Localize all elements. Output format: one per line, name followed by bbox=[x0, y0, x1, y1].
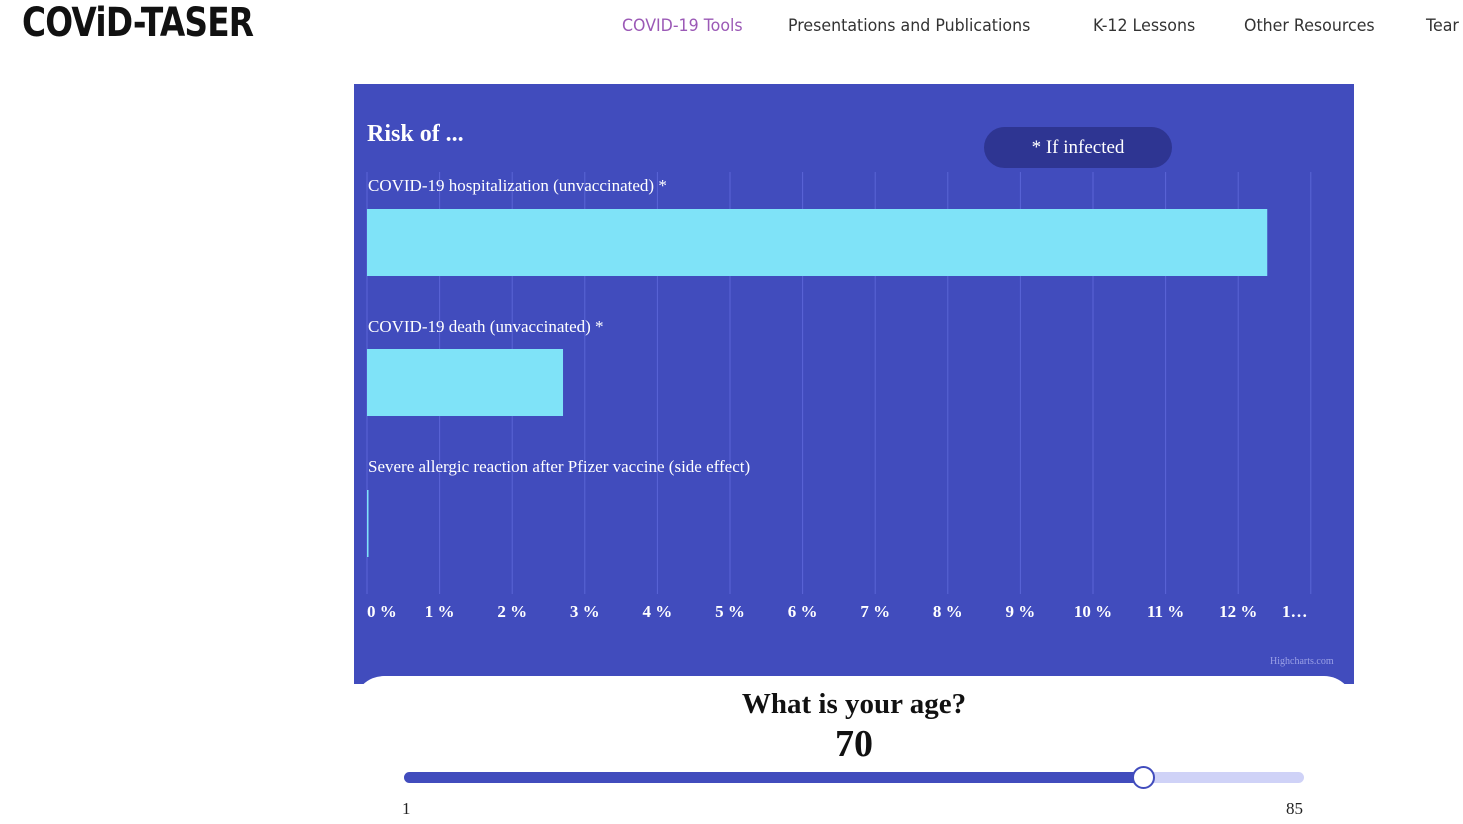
if-infected-badge: * If infected bbox=[984, 127, 1172, 168]
category-label: COVID-19 hospitalization (unvaccinated) … bbox=[368, 176, 667, 195]
x-tick-label: 10 % bbox=[1074, 602, 1112, 621]
age-slider-fill bbox=[404, 772, 1144, 783]
x-tick-label: 6 % bbox=[788, 602, 818, 621]
risk-bar[interactable] bbox=[367, 490, 369, 557]
nav-item-other-resources[interactable]: Other Resources bbox=[1244, 16, 1375, 36]
age-slider[interactable] bbox=[404, 766, 1304, 789]
nav-item-presentations[interactable]: Presentations and Publications bbox=[788, 16, 1031, 36]
main-nav: COVID-19 Tools Presentations and Publica… bbox=[0, 16, 1463, 44]
risk-bar[interactable] bbox=[367, 209, 1268, 276]
x-tick-label: 8 % bbox=[933, 602, 963, 621]
x-tick-label: 1 % bbox=[425, 602, 455, 621]
x-tick-label: 2 % bbox=[497, 602, 527, 621]
highcharts-credit[interactable]: Highcharts.com bbox=[1270, 656, 1334, 667]
risk-chart: Risk of ... * If infected COVID-19 hospi… bbox=[354, 84, 1354, 684]
age-slider-min: 1 bbox=[402, 799, 411, 818]
x-tick-label: 11 % bbox=[1147, 602, 1184, 621]
age-slider-max: 85 bbox=[1286, 799, 1303, 818]
x-tick-label: 1… bbox=[1282, 602, 1308, 621]
risk-bar[interactable] bbox=[367, 349, 564, 416]
x-tick-label: 5 % bbox=[715, 602, 745, 621]
nav-item-k12-lessons[interactable]: K-12 Lessons bbox=[1093, 16, 1196, 36]
age-panel: What is your age? 70 1 85 bbox=[354, 676, 1354, 824]
chart-title: Risk of ... bbox=[367, 121, 464, 147]
age-value: 70 bbox=[835, 723, 873, 765]
x-tick-label: 3 % bbox=[570, 602, 600, 621]
x-tick-label: 0 % bbox=[367, 602, 397, 621]
bar-chart-plot: COVID-19 hospitalization (unvaccinated) … bbox=[366, 172, 1312, 621]
age-slider-thumb[interactable] bbox=[1132, 766, 1156, 789]
x-tick-label: 4 % bbox=[643, 602, 673, 621]
category-label: Severe allergic reaction after Pfizer va… bbox=[368, 457, 750, 476]
x-tick-label: 7 % bbox=[860, 602, 890, 621]
age-question: What is your age? bbox=[741, 688, 967, 720]
nav-item-covid-tools[interactable]: COVID-19 Tools bbox=[622, 16, 743, 36]
nav-item-team[interactable]: Tear bbox=[1426, 16, 1459, 36]
category-label: COVID-19 death (unvaccinated) * bbox=[368, 317, 604, 336]
x-tick-label: 12 % bbox=[1219, 602, 1257, 621]
x-tick-label: 9 % bbox=[1006, 602, 1036, 621]
site-logo[interactable]: COViD-TASER bbox=[22, 0, 254, 46]
